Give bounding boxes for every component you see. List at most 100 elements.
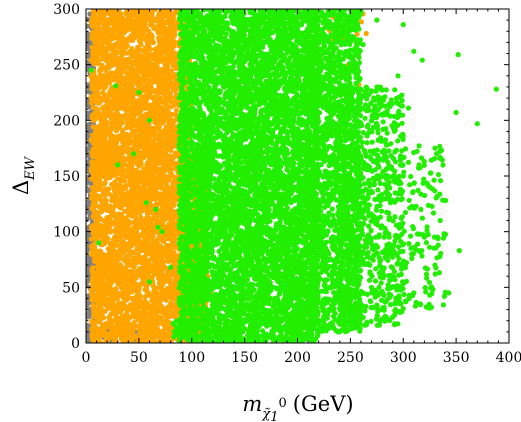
series-1-point (160, 329, 167, 335)
series-1-point (89, 318, 95, 324)
series-1-point (116, 9, 122, 13)
series-1-point (102, 128, 108, 134)
series-1-point (107, 282, 113, 288)
series-1-point (115, 237, 121, 243)
series-1-point (110, 172, 116, 178)
series-1-point (135, 14, 142, 20)
series-1-point (135, 149, 141, 155)
series-1-point (157, 84, 163, 90)
series-1-point (93, 256, 99, 262)
series-1-point (96, 281, 102, 287)
series-1-point (120, 277, 126, 284)
series-1-point (147, 262, 153, 268)
series-1-point (111, 22, 117, 28)
series-1-point (155, 111, 161, 118)
series-0-point (86, 64, 89, 70)
series-1-point (166, 104, 172, 110)
series-1-point (115, 249, 121, 255)
series-1-point (148, 231, 154, 237)
series-1-point (113, 111, 119, 117)
series-1-point (105, 72, 111, 78)
series-1-point (160, 305, 166, 311)
series-0-point (86, 258, 91, 264)
series-1-point (101, 283, 108, 289)
series-1-point (90, 277, 96, 283)
series-1-point (131, 113, 137, 119)
series-1-point (108, 198, 115, 204)
series-1-point (136, 163, 142, 169)
series-1-point (143, 111, 149, 117)
series-1-point (152, 55, 158, 61)
series-1-point (113, 272, 120, 278)
series-1-point (144, 238, 150, 244)
series-1-point (133, 157, 139, 163)
series-1-point (114, 291, 120, 298)
series-1-point (143, 87, 149, 93)
series-1-point (136, 38, 142, 44)
series-1-point (91, 244, 97, 250)
series-1-point (118, 205, 124, 211)
series-1-point (139, 173, 145, 179)
series-1-point (130, 27, 136, 33)
series-1-point (106, 186, 112, 192)
series-1-point (121, 30, 127, 36)
series-1-point (105, 246, 111, 252)
series-1-point (142, 152, 148, 158)
series-1-point (119, 313, 125, 319)
series-1-point (144, 129, 150, 135)
series-1-point (123, 70, 129, 76)
series-1-point (116, 136, 122, 142)
series-1-point (159, 148, 165, 154)
series-1-point (144, 300, 150, 307)
series-1-point (163, 247, 169, 253)
series-1-point (127, 132, 133, 138)
series-1-point (165, 269, 171, 275)
series-1-point (95, 193, 101, 199)
series-1-point (160, 117, 166, 123)
series-1-point (119, 335, 126, 342)
series-1-point (102, 118, 108, 124)
series-1-point (90, 117, 96, 123)
series-1-point (105, 158, 111, 164)
series-1-point (120, 113, 126, 119)
series-1-point (122, 22, 129, 28)
series-1-point (147, 178, 153, 184)
series-1-point (98, 306, 104, 312)
series-1-point (91, 56, 97, 62)
series-0-point (86, 282, 89, 288)
series-1-point (155, 29, 161, 35)
series-1-point (129, 31, 135, 38)
series-1-point (90, 124, 96, 130)
series-0-point (86, 322, 90, 328)
series-1-point (150, 269, 156, 275)
series-1-point (105, 106, 111, 112)
series-1-point (163, 109, 169, 115)
series-0-point (86, 97, 90, 103)
series-1-point (122, 287, 128, 293)
series-1-point (158, 297, 164, 303)
series-1-point (141, 281, 147, 287)
series-1-point (147, 141, 153, 147)
series-1-point (158, 176, 164, 182)
series-1-point (132, 211, 139, 217)
series-1-point (113, 266, 119, 272)
series-1-point (119, 185, 125, 191)
series-1-point (129, 59, 135, 65)
series-1-point (97, 68, 103, 74)
series-1-point (139, 178, 145, 184)
series-1-point (101, 30, 107, 36)
series-1-point (163, 209, 169, 215)
series-1-point (156, 211, 162, 218)
series-1-point (150, 325, 156, 331)
series-1-point (166, 306, 172, 312)
series-1-point (111, 72, 117, 78)
series-1-point (153, 306, 159, 312)
series-1-point (110, 183, 117, 189)
series-1-point (107, 191, 113, 198)
series-1-point (105, 25, 111, 31)
series-1-point (157, 276, 163, 282)
series-1-point (157, 314, 163, 320)
series-1-point (157, 137, 163, 143)
series-1-point (146, 77, 152, 84)
series-1-point (127, 178, 133, 184)
